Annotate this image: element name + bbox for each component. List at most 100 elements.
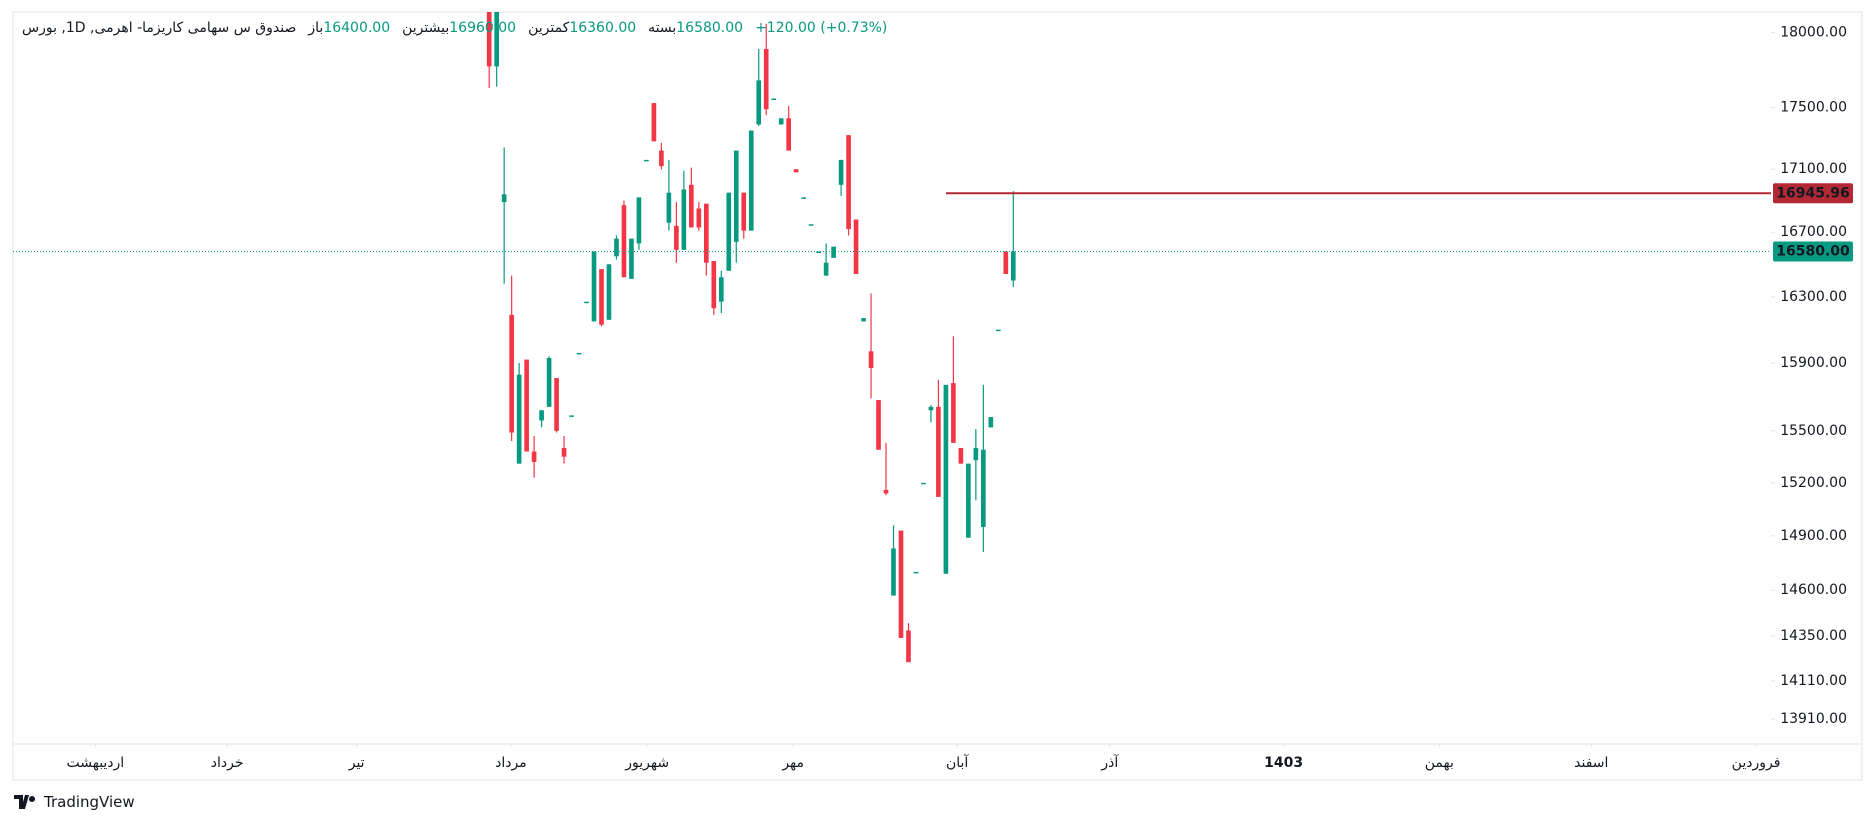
y-tick-label: 17100.00	[1780, 161, 1847, 177]
candle-body	[629, 238, 634, 279]
candle-body	[696, 208, 702, 228]
candle-body	[516, 374, 522, 464]
candle-body	[1003, 251, 1009, 275]
candle-body	[838, 159, 844, 185]
candle-body	[966, 463, 971, 538]
candle-body	[494, 12, 499, 67]
x-tick-label: مهر	[781, 755, 804, 771]
candle-body	[674, 225, 679, 250]
candle-body	[906, 630, 911, 663]
x-tick-label: 1403	[1264, 755, 1303, 771]
x-tick-label: فروردین	[1732, 755, 1781, 771]
candle-body	[943, 384, 949, 574]
brand-logo	[14, 795, 35, 809]
candle-body	[988, 417, 994, 428]
candle-body	[846, 135, 851, 230]
y-tick-label: 14900.00	[1780, 528, 1847, 544]
candle-body	[509, 314, 514, 433]
candle-body	[928, 406, 934, 411]
y-tick-label: 14110.00	[1780, 673, 1847, 689]
candle-body	[1010, 251, 1016, 281]
candle-body	[569, 415, 574, 417]
x-tick-label: مرداد	[495, 755, 527, 771]
candle-body	[599, 269, 604, 325]
x-tick-label: اردیبهشت	[67, 755, 125, 771]
candle-body	[921, 482, 926, 485]
candle-body	[801, 197, 806, 199]
candle-body	[636, 197, 642, 244]
x-tick-label: بهمن	[1425, 755, 1454, 771]
legend-label: باز	[308, 20, 324, 36]
candle-body	[763, 48, 769, 110]
candle-body	[531, 451, 537, 462]
x-tick-label: تیر	[348, 755, 365, 771]
last-price-badge	[1773, 241, 1853, 262]
price-line-label: 16945.96	[1776, 185, 1850, 201]
candle-body	[868, 351, 874, 368]
legend-value: 16960.00	[449, 20, 517, 36]
candle-body	[539, 410, 544, 421]
candle-body	[584, 301, 589, 304]
x-tick-label: آبان	[946, 754, 969, 771]
x-tick-label: شهریور	[624, 755, 669, 771]
candle-body	[883, 489, 889, 494]
legend-value: 16360.00	[569, 20, 637, 36]
candle-body	[898, 530, 904, 638]
y-tick-label: 13910.00	[1780, 711, 1847, 727]
x-tick-label: اسفند	[1574, 755, 1608, 771]
candle-body	[501, 194, 507, 203]
candle-body	[651, 103, 657, 142]
candle-body	[689, 184, 694, 228]
candle-body	[831, 246, 836, 258]
candle-body	[486, 12, 492, 67]
candle-body	[711, 261, 717, 309]
legend-label: بیشترین	[402, 20, 450, 36]
candle-body	[861, 318, 866, 322]
y-tick-label: 15200.00	[1780, 475, 1847, 491]
price-line-badge	[1773, 183, 1853, 204]
y-tick-label: 15900.00	[1780, 355, 1847, 371]
y-tick-label: 15500.00	[1780, 423, 1847, 439]
candle-body	[741, 192, 747, 231]
legend-bar: صندوق س سهامی کاریزما- اهرمی, 1D, بورس ب…	[22, 20, 887, 36]
legend-item: کمترین16360.00	[528, 20, 636, 36]
candle-body	[576, 352, 582, 355]
legend-label: بسته	[648, 20, 677, 36]
candle-body	[913, 571, 919, 574]
brand: TradingView	[14, 793, 135, 811]
candle-body	[958, 448, 964, 464]
legend-label: کمترین	[528, 20, 570, 36]
candle-body	[666, 192, 672, 223]
legend-value: 16580.00	[676, 20, 744, 36]
candle-body	[823, 262, 829, 276]
candle-body	[703, 203, 709, 263]
x-tick-label: خرداد	[211, 755, 244, 771]
candle-body	[726, 192, 732, 271]
candle-body	[659, 150, 664, 167]
y-tick-label: 14350.00	[1780, 628, 1847, 644]
candle-body	[951, 383, 956, 443]
y-tick-label: 16700.00	[1780, 224, 1847, 240]
candle-body	[748, 130, 754, 231]
brand-name: TradingView	[44, 793, 135, 811]
candle-body	[614, 238, 619, 257]
change: +120.00 (+0.73%)	[755, 20, 888, 36]
candle-body	[995, 329, 1001, 332]
candle-body	[644, 159, 649, 162]
candle-body	[981, 449, 986, 528]
candle-body	[621, 205, 627, 278]
y-tick-label: 16300.00	[1780, 289, 1847, 305]
candle-body	[733, 150, 739, 242]
y-tick-label: 18000.00	[1780, 25, 1847, 41]
candle-body	[853, 219, 859, 275]
candle-body	[793, 169, 799, 173]
candle-body	[891, 548, 896, 596]
y-tick-label: 14600.00	[1780, 582, 1847, 598]
frame	[12, 11, 1863, 781]
candle-body	[561, 448, 567, 457]
legend-item: باز16400.00	[308, 20, 390, 36]
candle-body	[681, 189, 687, 250]
x-tick-label: آذر	[1100, 754, 1119, 771]
